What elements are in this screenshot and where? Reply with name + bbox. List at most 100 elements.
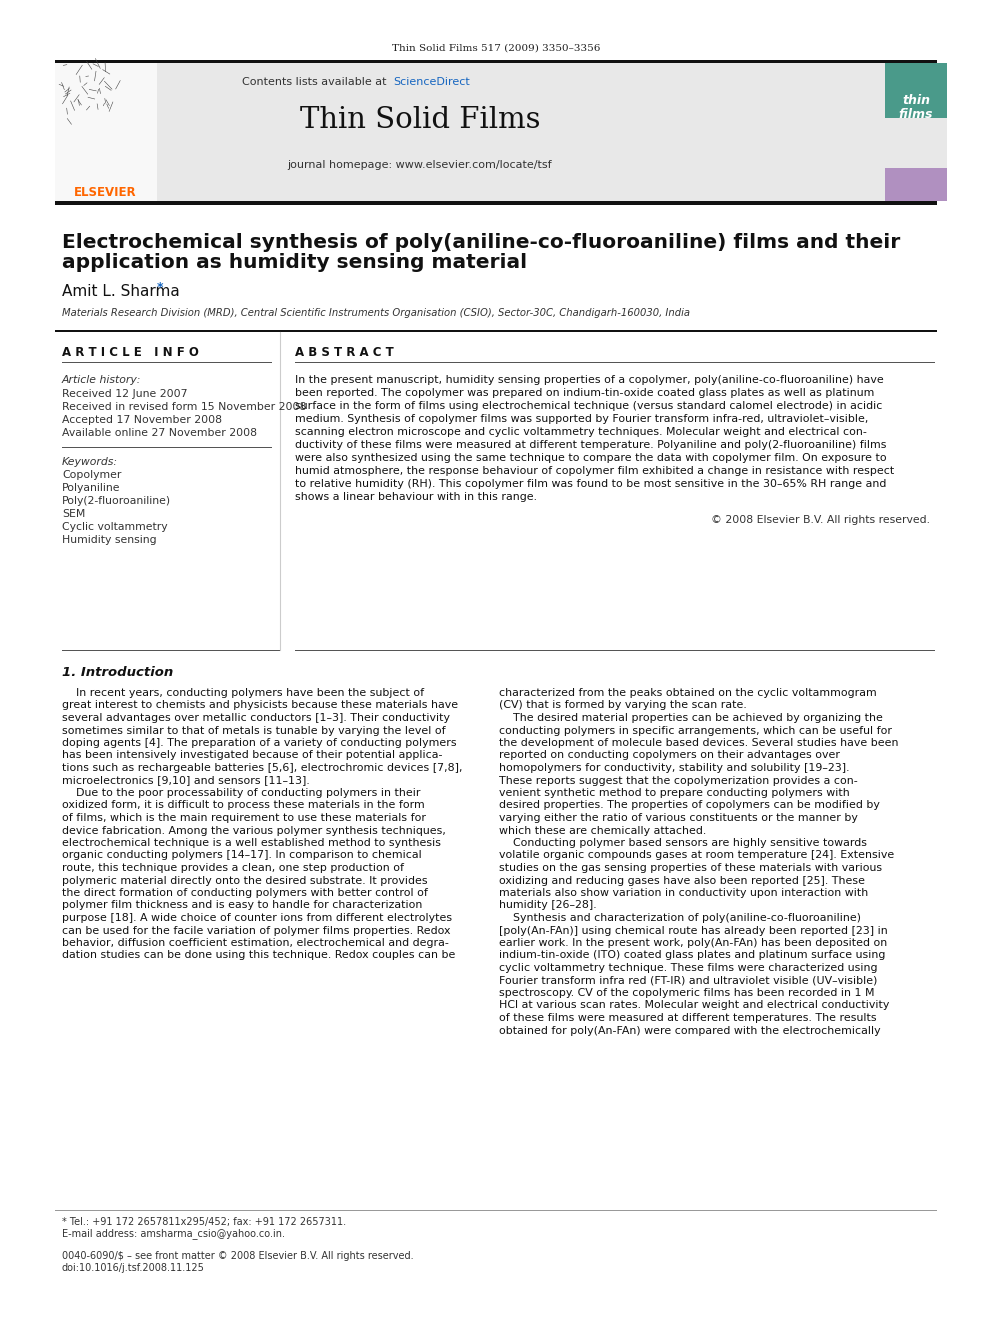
Text: desired properties. The properties of copolymers can be modified by: desired properties. The properties of co… [499,800,880,811]
Text: humid atmosphere, the response behaviour of copolymer film exhibited a change in: humid atmosphere, the response behaviour… [295,466,894,476]
Text: oxidized form, it is difficult to process these materials in the form: oxidized form, it is difficult to proces… [62,800,425,811]
Text: has been intensively investigated because of their potential applica-: has been intensively investigated becaus… [62,750,442,761]
Text: Article history:: Article history: [62,374,142,385]
Text: *: * [157,280,164,294]
Text: Materials Research Division (MRD), Central Scientific Instruments Organisation (: Materials Research Division (MRD), Centr… [62,308,690,318]
Text: shows a linear behaviour with in this range.: shows a linear behaviour with in this ra… [295,492,537,501]
Text: scanning electron microscope and cyclic voltammetry techniques. Molecular weight: scanning electron microscope and cyclic … [295,427,867,437]
Text: device fabrication. Among the various polymer synthesis techniques,: device fabrication. Among the various po… [62,826,445,836]
Text: Copolymer: Copolymer [62,470,121,480]
Text: the development of molecule based devices. Several studies have been: the development of molecule based device… [499,738,899,747]
Bar [55,329,937,332]
Bar [885,168,947,201]
Text: spectroscopy. CV of the copolymeric films has been recorded in 1 M: spectroscopy. CV of the copolymeric film… [499,988,875,998]
Text: of films, which is the main requirement to use these materials for: of films, which is the main requirement … [62,814,426,823]
Bar [55,201,937,205]
Text: organic conducting polymers [14–17]. In comparison to chemical: organic conducting polymers [14–17]. In … [62,851,422,860]
Text: been reported. The copolymer was prepared on indium-tin-oxide coated glass plate: been reported. The copolymer was prepare… [295,388,874,398]
Text: journal homepage: www.elsevier.com/locate/tsf: journal homepage: www.elsevier.com/locat… [288,160,553,169]
Text: Polyaniline: Polyaniline [62,483,120,493]
Text: which these are chemically attached.: which these are chemically attached. [499,826,706,836]
Text: polymer film thickness and is easy to handle for characterization: polymer film thickness and is easy to ha… [62,901,423,910]
Text: Thin Solid Films: Thin Solid Films [300,106,541,134]
Text: indium-tin-oxide (ITO) coated glass plates and platinum surface using: indium-tin-oxide (ITO) coated glass plat… [499,950,886,960]
Text: sometimes similar to that of metals is tunable by varying the level of: sometimes similar to that of metals is t… [62,725,445,736]
Bar [155,64,885,201]
Text: route, this technique provides a clean, one step production of: route, this technique provides a clean, … [62,863,404,873]
Text: The desired material properties can be achieved by organizing the: The desired material properties can be a… [499,713,883,722]
Text: Electrochemical synthesis of poly(aniline-co-fluoroaniline) films and their: Electrochemical synthesis of poly(anilin… [62,233,901,251]
Bar [885,64,947,118]
Text: [poly(An-FAn)] using chemical route has already been reported [23] in: [poly(An-FAn)] using chemical route has … [499,926,888,935]
Text: venient synthetic method to prepare conducting polymers with: venient synthetic method to prepare cond… [499,789,850,798]
Text: studies on the gas sensing properties of these materials with various: studies on the gas sensing properties of… [499,863,882,873]
Text: A R T I C L E   I N F O: A R T I C L E I N F O [62,345,198,359]
Text: films: films [899,108,933,122]
Text: SEM: SEM [62,509,85,519]
Text: tions such as rechargeable batteries [5,6], electrochromic devices [7,8],: tions such as rechargeable batteries [5,… [62,763,462,773]
Text: Cyclic voltammetry: Cyclic voltammetry [62,523,168,532]
Text: © 2008 Elsevier B.V. All rights reserved.: © 2008 Elsevier B.V. All rights reserved… [711,515,930,525]
Text: Received 12 June 2007: Received 12 June 2007 [62,389,187,400]
Text: Synthesis and characterization of poly(aniline-co-fluoroaniline): Synthesis and characterization of poly(a… [499,913,861,923]
Text: In the present manuscript, humidity sensing properties of a copolymer, poly(anil: In the present manuscript, humidity sens… [295,374,884,385]
Bar [885,118,947,168]
Text: Amit L. Sharma: Amit L. Sharma [62,284,180,299]
Text: Due to the poor processability of conducting polymers in their: Due to the poor processability of conduc… [62,789,421,798]
Text: electrochemical technique is a well established method to synthesis: electrochemical technique is a well esta… [62,837,441,848]
Text: 1. Introduction: 1. Introduction [62,665,174,679]
Text: Accepted 17 November 2008: Accepted 17 November 2008 [62,415,222,425]
Text: varying either the ratio of various constituents or the manner by: varying either the ratio of various cons… [499,814,858,823]
Text: ScienceDirect: ScienceDirect [393,77,470,87]
Text: purpose [18]. A wide choice of counter ions from different electrolytes: purpose [18]. A wide choice of counter i… [62,913,452,923]
Text: thin: thin [902,94,930,106]
Text: surface in the form of films using electrochemical technique (versus standard ca: surface in the form of films using elect… [295,401,882,411]
Text: to relative humidity (RH). This copolymer film was found to be most sensitive in: to relative humidity (RH). This copolyme… [295,479,887,490]
Text: doping agents [4]. The preparation of a variety of conducting polymers: doping agents [4]. The preparation of a … [62,738,456,747]
Text: the direct formation of conducting polymers with better control of: the direct formation of conducting polym… [62,888,428,898]
Text: Contents lists available at: Contents lists available at [242,77,390,87]
Text: of these films were measured at different temperatures. The results: of these films were measured at differen… [499,1013,877,1023]
Text: In recent years, conducting polymers have been the subject of: In recent years, conducting polymers hav… [62,688,425,699]
Text: Fourier transform infra red (FT-IR) and ultraviolet visible (UV–visible): Fourier transform infra red (FT-IR) and … [499,975,877,986]
Text: Humidity sensing: Humidity sensing [62,534,157,545]
Text: * Tel.: +91 172 2657811x295/452; fax: +91 172 2657311.: * Tel.: +91 172 2657811x295/452; fax: +9… [62,1217,346,1226]
Text: great interest to chemists and physicists because these materials have: great interest to chemists and physicist… [62,700,458,710]
Text: ELSEVIER: ELSEVIER [73,185,136,198]
Text: conducting polymers in specific arrangements, which can be useful for: conducting polymers in specific arrangem… [499,725,892,736]
Text: oxidizing and reducing gases have also been reported [25]. These: oxidizing and reducing gases have also b… [499,876,865,885]
Text: were also synthesized using the same technique to compare the data with copolyme: were also synthesized using the same tec… [295,452,887,463]
Text: doi:10.1016/j.tsf.2008.11.125: doi:10.1016/j.tsf.2008.11.125 [62,1263,205,1273]
Text: Poly(2-fluoroaniline): Poly(2-fluoroaniline) [62,496,172,505]
Text: Available online 27 November 2008: Available online 27 November 2008 [62,429,257,438]
Text: ductivity of these films were measured at different temperature. Polyaniline and: ductivity of these films were measured a… [295,441,887,450]
Text: Thin Solid Films 517 (2009) 3350–3356: Thin Solid Films 517 (2009) 3350–3356 [392,44,600,53]
Text: dation studies can be done using this technique. Redox couples can be: dation studies can be done using this te… [62,950,455,960]
Text: E-mail address: amsharma_csio@yahoo.co.in.: E-mail address: amsharma_csio@yahoo.co.i… [62,1229,285,1240]
Text: humidity [26–28].: humidity [26–28]. [499,901,596,910]
Text: earlier work. In the present work, poly(An-FAn) has been deposited on: earlier work. In the present work, poly(… [499,938,887,949]
Text: materials also show variation in conductivity upon interaction with: materials also show variation in conduct… [499,888,868,898]
Bar [55,60,937,64]
Text: Keywords:: Keywords: [62,456,118,467]
Text: cyclic voltammetry technique. These films were characterized using: cyclic voltammetry technique. These film… [499,963,878,972]
Text: characterized from the peaks obtained on the cyclic voltammogram: characterized from the peaks obtained on… [499,688,877,699]
Text: (CV) that is formed by varying the scan rate.: (CV) that is formed by varying the scan … [499,700,747,710]
Text: polymeric material directly onto the desired substrate. It provides: polymeric material directly onto the des… [62,876,428,885]
Text: 0040-6090/$ – see front matter © 2008 Elsevier B.V. All rights reserved.: 0040-6090/$ – see front matter © 2008 El… [62,1252,414,1261]
Text: several advantages over metallic conductors [1–3]. Their conductivity: several advantages over metallic conduct… [62,713,450,722]
Text: A B S T R A C T: A B S T R A C T [295,345,394,359]
Text: obtained for poly(An-FAn) were compared with the electrochemically: obtained for poly(An-FAn) were compared … [499,1025,881,1036]
Text: volatile organic compounds gases at room temperature [24]. Extensive: volatile organic compounds gases at room… [499,851,894,860]
Text: microelectronics [9,10] and sensors [11–13].: microelectronics [9,10] and sensors [11–… [62,775,310,786]
Text: HCl at various scan rates. Molecular weight and electrical conductivity: HCl at various scan rates. Molecular wei… [499,1000,890,1011]
Text: Conducting polymer based sensors are highly sensitive towards: Conducting polymer based sensors are hig… [499,837,867,848]
Text: These reports suggest that the copolymerization provides a con-: These reports suggest that the copolymer… [499,775,858,786]
Text: homopolymers for conductivity, stability and solubility [19–23].: homopolymers for conductivity, stability… [499,763,849,773]
Bar [55,64,157,201]
Text: application as humidity sensing material: application as humidity sensing material [62,254,527,273]
Text: can be used for the facile variation of polymer films properties. Redox: can be used for the facile variation of … [62,926,450,935]
Text: medium. Synthesis of copolymer films was supported by Fourier transform infra-re: medium. Synthesis of copolymer films was… [295,414,868,423]
Text: Received in revised form 15 November 2008: Received in revised form 15 November 200… [62,402,307,411]
Text: behavior, diffusion coefficient estimation, electrochemical and degra-: behavior, diffusion coefficient estimati… [62,938,448,949]
